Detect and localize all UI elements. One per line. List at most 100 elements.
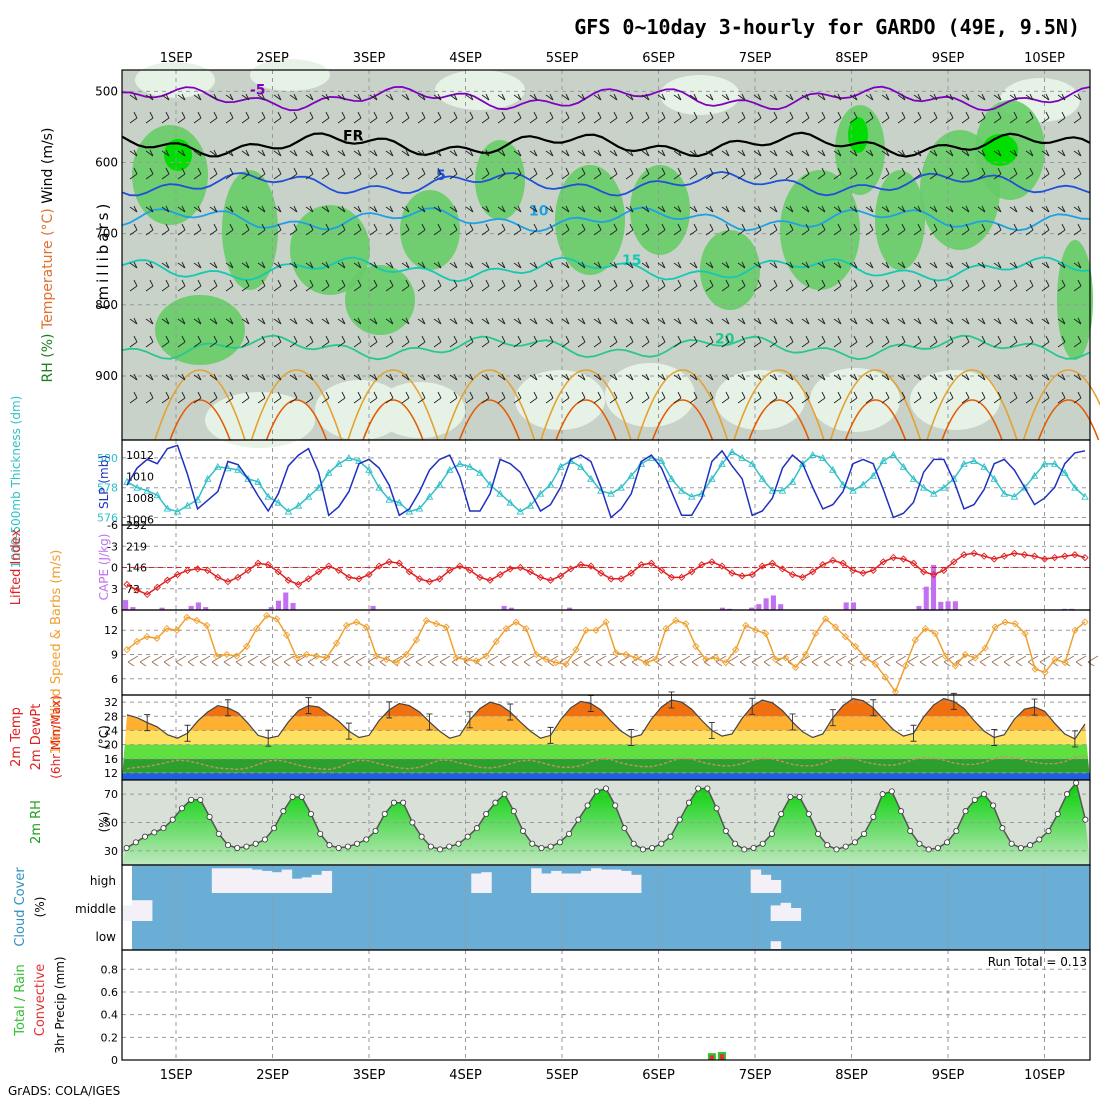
upper-wind-barb [1073,261,1082,269]
cloud-unit: (%) [33,897,47,918]
upper-wind-barb [161,111,170,124]
wind10m-point-93 [1051,655,1059,664]
lifted-index-point-78 [909,559,918,567]
top-day-label-10SEP: 10SEP [1024,51,1065,66]
upper-wind-barb [545,317,554,325]
rh2m-point-64 [713,805,720,812]
upper-wind-barb [897,335,906,348]
upper-wind-barb [433,317,442,325]
upper-wind-barb [305,167,314,180]
upper-air-panel: 500 600 700 800 900 -5 FR 5 10 15 20 (millibars) RH … [40,59,1100,448]
upper-wind-barb [513,261,522,269]
upper-wind-barb [609,205,618,213]
upper-wind-barb [481,391,490,404]
upper-wind-barb [977,223,986,236]
upper-wind-barb [993,317,1002,325]
footer-credit: GrADS: COLA/IGES [8,1084,120,1098]
upper-wind-barb [913,279,922,292]
upper-wind-barb [609,373,618,381]
rh2m-point-60 [676,816,683,823]
lifted-index-point-41 [536,573,545,582]
rh2m-point-0 [123,845,130,852]
temp-minmax-bar-10 [224,699,231,717]
lifted-index-point-43 [556,572,565,580]
lifted-index-point-34 [466,566,474,574]
temp-minmax-bar-30 [426,713,433,731]
upper-wind-barb [177,335,186,348]
thickness-point-44 [566,456,575,464]
upper-wind-barb [145,279,154,292]
lifted-index-point-80 [930,570,938,579]
upper-wind-barb [161,279,170,292]
upper-wind-barb [513,373,522,381]
thickness-point-79 [919,483,928,491]
upper-wind-barb [609,261,618,269]
upper-wind-barb [353,317,362,325]
upper-wind-barb [769,317,778,325]
lifted-ytick-3: 3 [111,583,118,596]
rh2m-point-8 [197,796,204,803]
thickness-point-93 [1061,468,1069,476]
upper-wind-barb [481,111,490,124]
upper-wind-barb [833,93,842,101]
temp-band-16 [122,744,1090,759]
cloud-high-bar-42 [541,873,552,893]
upper-wind-barb [1009,279,1018,292]
upper-wind-barb [1025,261,1034,269]
wind10m-barb [295,655,307,667]
upper-ylabel-part: Wind (m/s) [40,128,56,204]
wind10m-barb [439,655,451,667]
upper-wind-barb [801,279,810,292]
upper-wind-barb [145,335,154,348]
upper-wind-barb [769,373,778,381]
thickness-point-8 [203,474,212,482]
wind10m-barb [595,655,607,667]
upper-wind-barb [673,167,682,180]
thickness-point-25 [375,483,383,491]
upper-wind-barb [433,111,442,124]
wind10m-point-41 [532,650,540,659]
upper-wind-barb [593,373,602,381]
lifted-index-point-13 [254,559,262,567]
lifted-index-point-74 [869,566,877,574]
wind10m-barb [367,655,379,667]
upper-wind-barb [433,167,442,180]
lifted-ytick--6: -6 [107,519,118,532]
thickness-point-59 [718,459,726,467]
upper-wind-barb [993,93,1002,101]
temp-minmax-bar-78 [910,724,917,742]
upper-rh-moist-area-10 [875,170,925,270]
upper-rh-moist-area-1 [222,170,278,290]
upper-wind-barb [929,93,938,101]
upper-wind-barb [753,261,762,269]
upper-wind-barb [801,149,810,157]
upper-wind-barb [465,279,474,292]
cape-bar-0 [123,600,129,610]
upper-wind-barb [145,111,154,124]
rh2m-point-76 [824,842,831,849]
upper-wind-barb [609,111,618,124]
thickness-point-24 [365,465,373,473]
wind10m-barb [1039,655,1051,667]
upper-wind-barb [385,335,394,348]
cloud-high-bar-36 [481,872,492,893]
upper-wind-barb [1057,317,1066,325]
upper-wind-barb [273,149,282,157]
wind10m-point-31 [432,620,440,628]
upper-wind-barb [561,167,570,180]
cloud-ytick-low: low [96,930,117,944]
upper-wind-barb [161,335,170,348]
isotherm-25-arc-5 [636,369,729,441]
upper-wind-barb [721,279,730,292]
temp-minmax-bar-90 [1031,698,1038,716]
rh2m-point-16 [271,825,278,832]
upper-wind-barb [737,373,746,381]
rh2m-point-26 [363,836,370,843]
lifted-index-point-71 [839,559,847,567]
wind10m-barb [427,655,439,667]
upper-wind-barb [561,391,570,404]
upper-wind-barb [721,335,730,348]
upper-wind-barb [209,93,218,101]
rh2m-point-4 [160,825,167,832]
upper-wind-barb [737,391,746,404]
